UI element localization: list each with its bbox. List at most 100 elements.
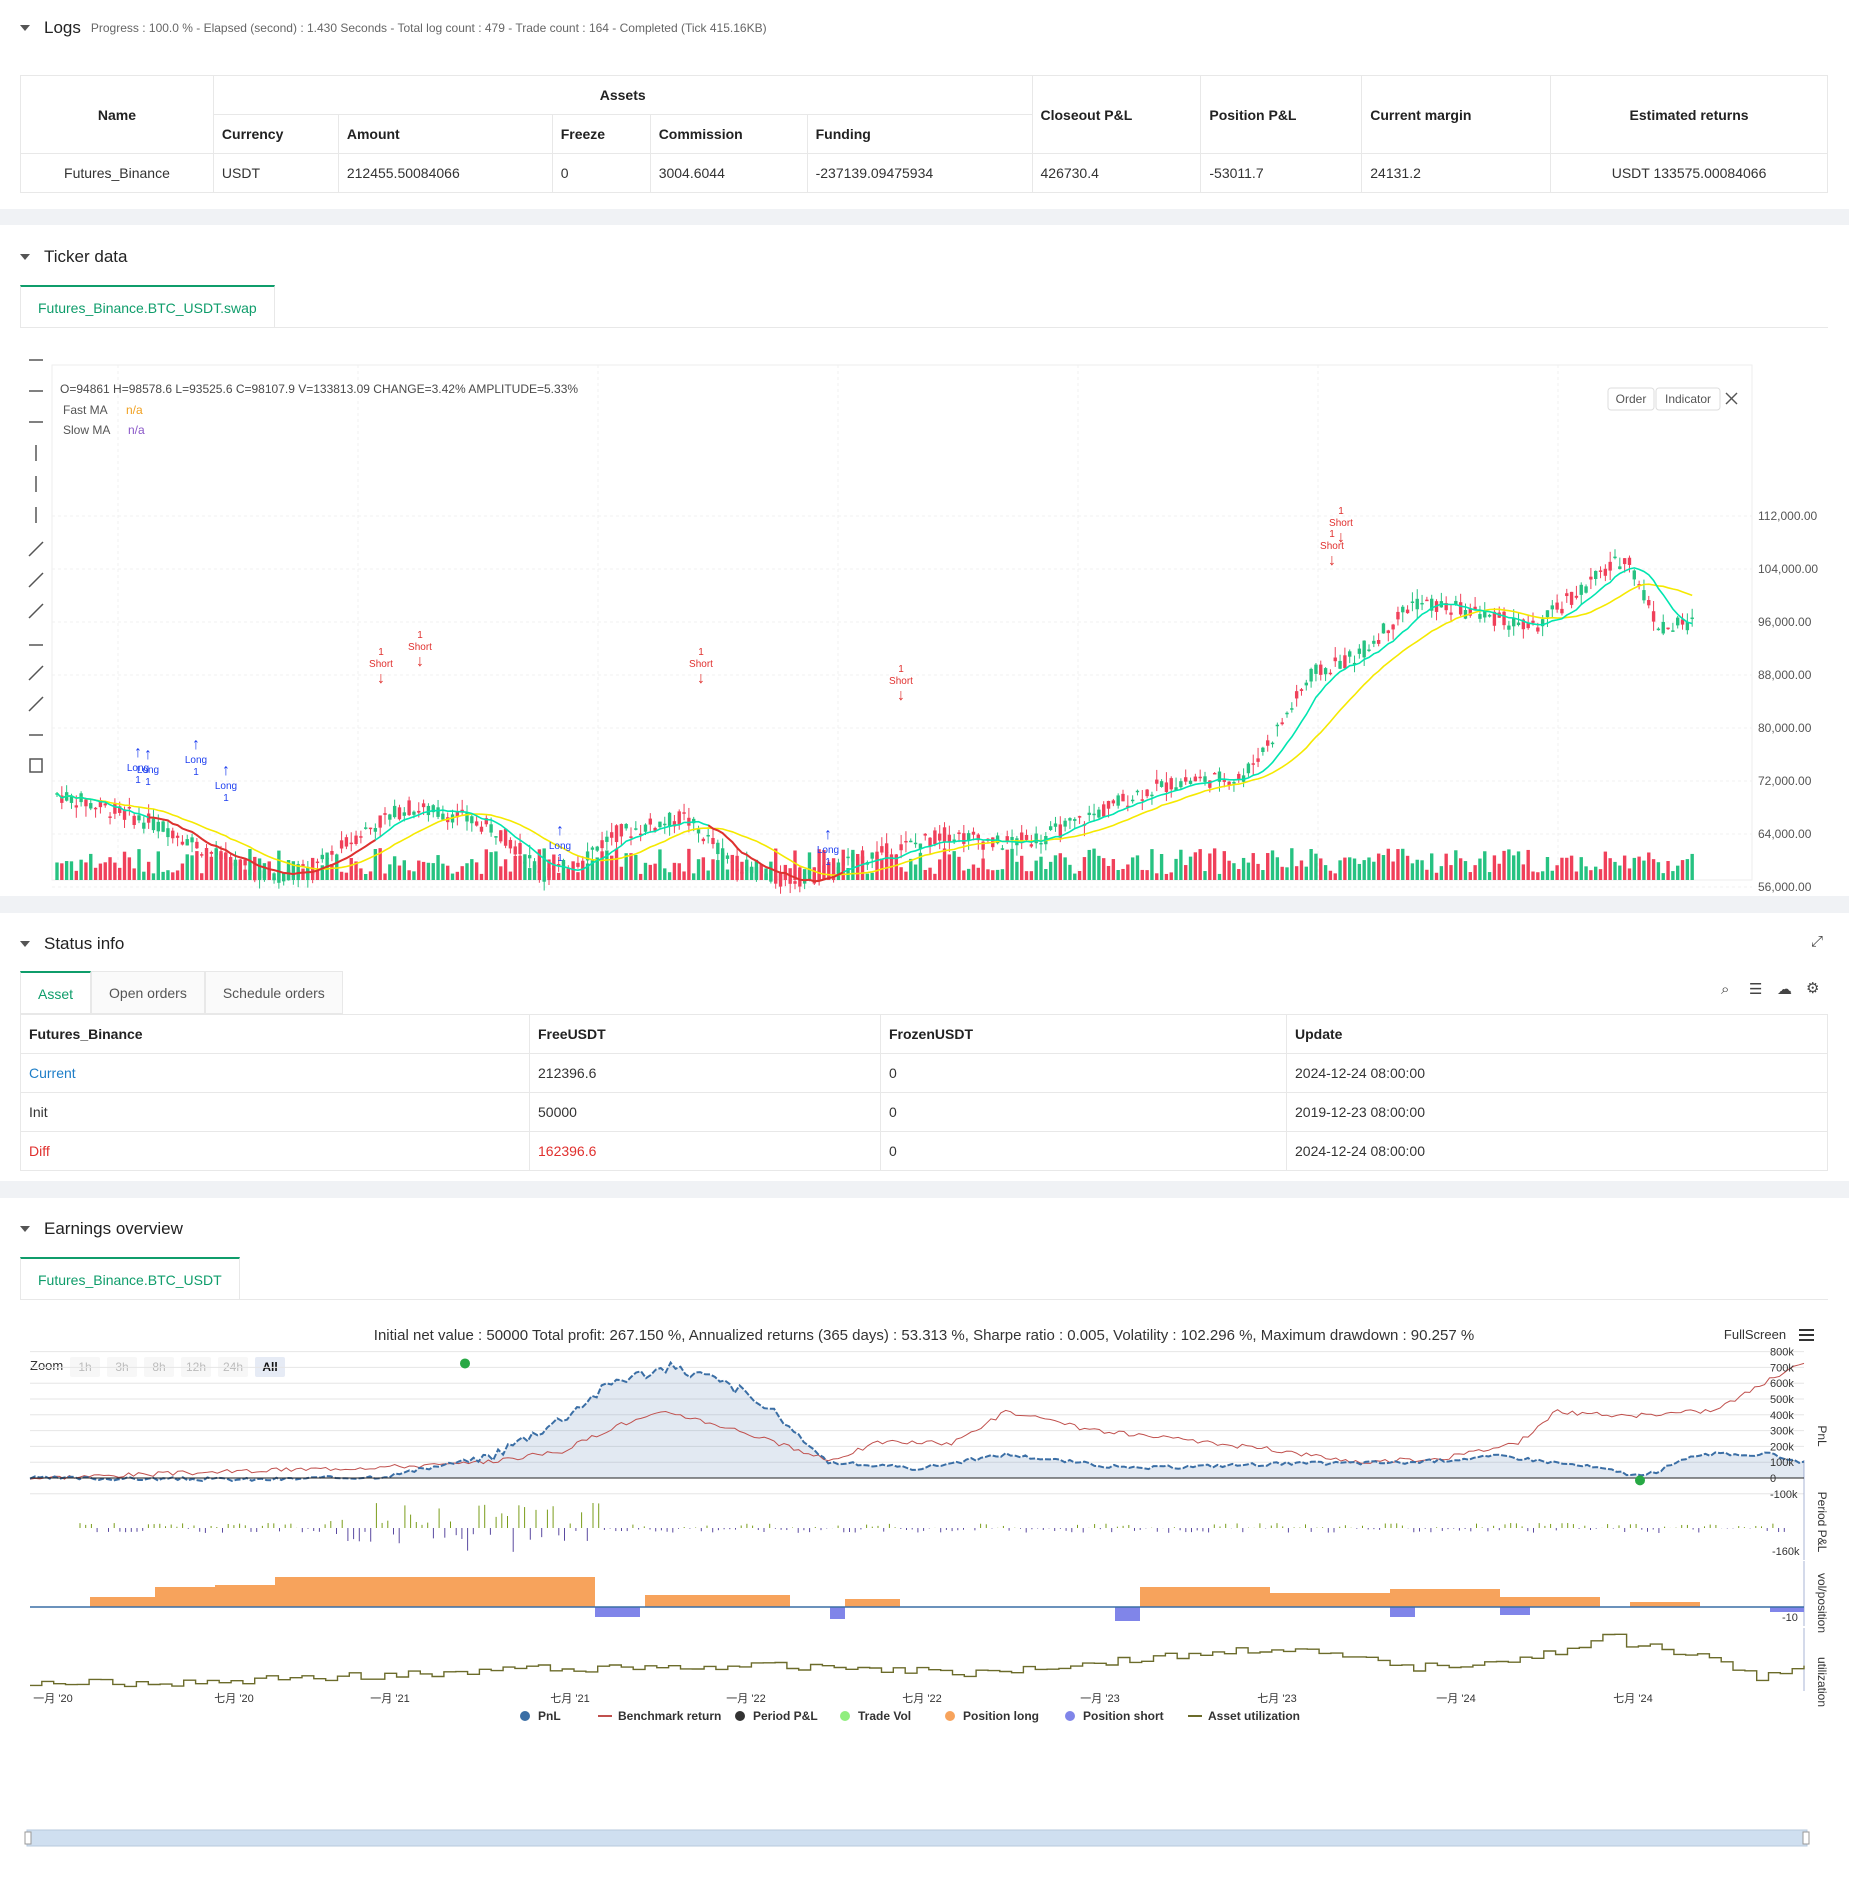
legend-item[interactable]: Trade Vol [840, 1709, 911, 1723]
candle-body [373, 828, 378, 832]
order-button-label: Order [1616, 392, 1647, 406]
tab-schedule-orders[interactable]: Schedule orders [204, 971, 343, 1013]
volume-bar [817, 849, 821, 880]
cloud-download-icon[interactable]: ☁ [1777, 981, 1792, 998]
candle-body [190, 837, 194, 843]
candle-body [1246, 763, 1251, 774]
earnings-header[interactable]: Earnings overview [0, 1198, 1849, 1260]
candle-body [484, 818, 488, 825]
volume-bar [127, 857, 132, 880]
indicator-button[interactable]: Indicator [1655, 387, 1721, 411]
legend-item[interactable]: Asset utilization [1188, 1709, 1300, 1723]
earnings-chart[interactable]: Initial net value : 50000 Total profit: … [0, 1298, 1849, 1882]
tab-asset[interactable]: Asset [20, 971, 92, 1013]
candle-body [1512, 618, 1516, 627]
logs-summary: Progress : 100.0 % - Elapsed (second) : … [90, 21, 767, 35]
candle-body [1077, 816, 1082, 818]
candle-body [1608, 561, 1612, 571]
logs-header[interactable]: Logs Progress : 100.0 % - Elapsed (secon… [0, 0, 1849, 56]
candle-body [1391, 624, 1395, 630]
volume-bar [373, 849, 378, 880]
collapse-caret-icon[interactable] [20, 941, 30, 947]
ticker-header[interactable]: Ticker data [0, 225, 1849, 289]
volume-bar [1126, 864, 1130, 880]
candle-body [1058, 824, 1062, 838]
candle-body [624, 824, 628, 829]
candle-body [682, 812, 686, 814]
candle-body [1651, 611, 1656, 622]
candle-body [1637, 584, 1641, 586]
candle-body [441, 813, 445, 820]
volume-bar [494, 851, 498, 880]
volume-bar [1560, 857, 1564, 880]
expand-icon[interactable] [1725, 392, 1738, 405]
candle-body [590, 847, 595, 850]
col-commission: Commission [649, 114, 808, 154]
legend-item[interactable]: Benchmark return [598, 1709, 721, 1723]
candle-body [1111, 800, 1116, 804]
volume-bar [277, 850, 281, 880]
volume-bar [1439, 866, 1444, 880]
row-label-current[interactable]: Current [20, 1053, 530, 1093]
gear-icon[interactable]: ⚙ [1806, 980, 1820, 997]
pnl-tick-label: 200k [1770, 1441, 1794, 1453]
legend-item[interactable]: Position short [1065, 1709, 1164, 1723]
navigator-right-handle[interactable] [1802, 1831, 1810, 1845]
price-tick-label: 64,000.00 [1758, 827, 1812, 841]
candle-body [368, 827, 373, 830]
collapse-caret-icon[interactable] [20, 254, 30, 260]
volume-bar [1680, 860, 1685, 880]
volume-bar [957, 856, 961, 880]
legend-item[interactable]: Period P&L [735, 1709, 818, 1723]
candle-body [508, 839, 513, 849]
navigator-left-handle[interactable] [24, 1831, 32, 1845]
candle-body [904, 840, 908, 843]
volume-bar [634, 854, 638, 880]
tab-ticker-symbol[interactable]: Futures_Binance.BTC_USDT.swap [20, 285, 275, 327]
time-tick-label: 一月 '20 [33, 1693, 72, 1705]
time-tick-label: 一月 '22 [726, 1693, 765, 1705]
extended-line-icon[interactable] [28, 603, 44, 619]
candle-body [711, 837, 715, 845]
list-icon[interactable]: ☰ [1749, 981, 1763, 998]
candle-body [1381, 623, 1386, 634]
range-navigator[interactable] [24, 1829, 1810, 1847]
hamburger-menu-icon[interactable] [1799, 1329, 1814, 1341]
price-tick-label: 104,000.00 [1758, 562, 1818, 576]
search-icon[interactable]: ⌕ [1721, 981, 1730, 998]
volume-bar [537, 849, 542, 880]
volume-bar [383, 873, 387, 880]
legend-item[interactable]: Position long [945, 1709, 1039, 1723]
volume-bar [923, 869, 927, 880]
candle-body [98, 800, 103, 808]
collapse-caret-icon[interactable] [20, 25, 30, 31]
trend-line-icon[interactable] [28, 541, 44, 557]
volume-bar [1497, 863, 1501, 880]
parallel-channel-icon[interactable] [28, 665, 44, 681]
legend-item[interactable]: PnL [520, 1709, 561, 1723]
fullscreen-icon[interactable]: ⤢ [1810, 933, 1823, 950]
tab-open-orders[interactable]: Open orders [91, 971, 205, 1013]
ray-line-icon[interactable] [28, 572, 44, 588]
candle-body [1140, 799, 1144, 801]
position-short-block [595, 1607, 640, 1617]
candle-body [928, 837, 932, 847]
earnings-grid [30, 1351, 1805, 1691]
time-tick-label: 一月 '21 [370, 1693, 409, 1705]
volume-bar [1415, 859, 1419, 880]
volume-bar [262, 863, 267, 880]
trash-icon[interactable] [29, 758, 43, 773]
collapse-caret-icon[interactable] [20, 1226, 30, 1232]
volume-bar [571, 861, 575, 880]
volume-bar [354, 861, 358, 880]
tab-earnings-symbol[interactable]: Futures_Binance.BTC_USDT [20, 1257, 240, 1299]
fib-channel-icon[interactable] [28, 696, 44, 712]
order-button[interactable]: Order [1607, 387, 1655, 411]
status-header[interactable]: Status info [0, 913, 1849, 975]
candle-body [436, 807, 440, 817]
volume-bar [1082, 857, 1087, 880]
volume-bar [769, 861, 773, 880]
fullscreen-button[interactable]: FullScreen [1724, 1327, 1786, 1342]
volume-bar [1150, 849, 1154, 880]
